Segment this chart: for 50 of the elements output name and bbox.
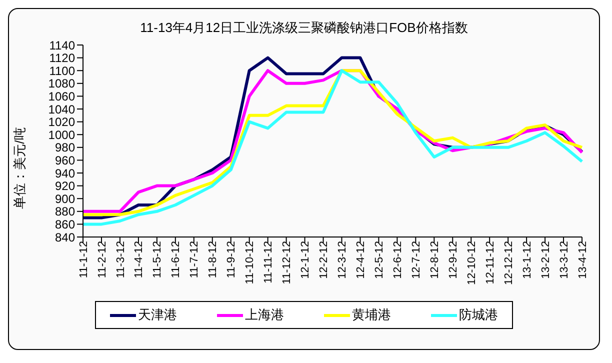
- x-tick-label: 11-7-12: [188, 241, 201, 278]
- chart-title: 11-13年4月12日工业洗涤级三聚磷酸钠港口FOB价格指数: [139, 19, 469, 37]
- x-tick-label: 12-4-12: [355, 241, 368, 279]
- x-tick-label: 11-4-12: [133, 241, 146, 278]
- legend-label: 上海港: [244, 306, 284, 324]
- x-tick-label: 11-9-12: [226, 241, 238, 278]
- y-tick-label: 900: [54, 192, 76, 206]
- legend-label: 天津港: [137, 306, 177, 324]
- x-tick-label: 11-12-12: [281, 241, 294, 284]
- x-tick-label: 12-6-12: [392, 241, 404, 279]
- x-tick-label: 12-11-12: [484, 241, 496, 284]
- y-tick-label: 1080: [48, 76, 76, 91]
- x-tick-label: 13-2-12: [540, 241, 552, 279]
- x-tick-label: 12-9-12: [447, 241, 460, 279]
- x-tick-label: 13-3-12: [558, 241, 570, 279]
- x-tick-label: 12-8-12: [428, 241, 441, 279]
- y-axis-title: 单位：美元/吨: [11, 127, 28, 209]
- x-tick-label: 13-1-12: [521, 241, 534, 279]
- x-tick-label: 12-10-12: [466, 241, 478, 286]
- y-tick-label: 980: [54, 140, 76, 155]
- y-tick-label: 860: [54, 217, 76, 232]
- y-tick-label: 840: [54, 230, 76, 244]
- x-tick-label: 11-1-12: [78, 241, 90, 278]
- legend-label: 防城港: [458, 306, 498, 324]
- y-tick-label: 960: [54, 153, 76, 168]
- y-tick-label: 1060: [48, 89, 76, 104]
- x-tick-label: 12-12-12: [502, 241, 515, 286]
- x-tick-label: 12-1-12: [300, 241, 312, 279]
- y-tick-label: 940: [54, 166, 76, 180]
- y-tick-label: 920: [54, 179, 76, 194]
- x-tick-label: 11-5-12: [152, 241, 164, 278]
- y-tick-label: 1100: [49, 64, 76, 78]
- y-tick-label: 1140: [49, 38, 76, 52]
- x-tick-label: 11-11-12: [262, 241, 275, 284]
- x-tick-label: 11-8-12: [207, 241, 220, 278]
- y-tick-label: 1120: [49, 51, 76, 66]
- legend-label: 黄埔港: [351, 306, 391, 324]
- x-tick-label: 12-2-12: [318, 241, 330, 279]
- x-tick-label: 12-3-12: [336, 241, 349, 279]
- x-tick-label: 11-2-12: [96, 241, 108, 278]
- y-tick-label: 880: [54, 204, 76, 219]
- x-tick-label: 11-6-12: [170, 241, 182, 278]
- x-tick-label: 12-5-12: [374, 241, 386, 279]
- y-tick-label: 1000: [48, 128, 76, 142]
- y-tick-label: 1020: [48, 115, 76, 130]
- y-tick-label: 1040: [48, 102, 76, 116]
- x-tick-label: 11-10-12: [244, 241, 256, 284]
- x-tick-label: 12-7-12: [410, 241, 422, 279]
- x-tick-label: 11-3-12: [114, 241, 127, 278]
- x-tick-label: 13-4-12: [576, 241, 589, 279]
